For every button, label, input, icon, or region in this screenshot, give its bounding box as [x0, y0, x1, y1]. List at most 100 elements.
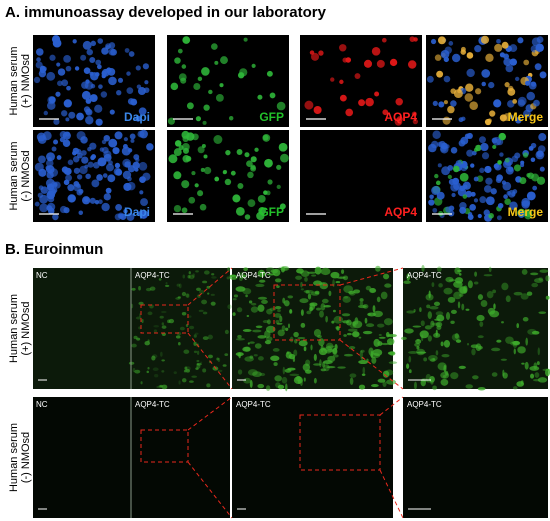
cell — [396, 116, 403, 123]
cell — [465, 190, 473, 198]
cell — [470, 163, 475, 168]
cell — [207, 292, 210, 295]
cell — [452, 53, 461, 63]
cell — [270, 269, 278, 274]
section-title: B. Euroinmun — [5, 241, 103, 258]
cell — [466, 342, 470, 346]
cell — [199, 289, 205, 295]
cell — [538, 277, 543, 281]
cell — [537, 377, 548, 383]
cell — [262, 134, 271, 142]
cell — [188, 315, 192, 318]
cell — [82, 40, 92, 50]
cell — [526, 173, 531, 178]
cell — [276, 101, 286, 111]
cell — [332, 354, 339, 358]
cell — [45, 165, 51, 171]
cell — [103, 193, 111, 201]
cell — [325, 315, 328, 323]
cell — [371, 47, 381, 56]
cell — [440, 378, 449, 386]
cell — [307, 271, 317, 274]
cell — [227, 266, 230, 272]
cell — [438, 101, 445, 108]
cell — [306, 310, 312, 315]
cell — [473, 281, 479, 285]
cell — [287, 295, 294, 299]
cell — [512, 99, 518, 104]
cell — [115, 168, 123, 176]
cell — [514, 76, 520, 82]
cell — [442, 375, 447, 378]
cell — [243, 37, 248, 42]
cell — [78, 188, 84, 194]
cell — [481, 152, 490, 160]
cell — [193, 334, 197, 338]
cell — [266, 70, 273, 77]
micrograph — [229, 265, 398, 392]
cell — [210, 293, 215, 296]
cell — [454, 333, 459, 339]
cell — [368, 313, 371, 316]
cell — [522, 152, 529, 158]
cell — [73, 180, 80, 187]
cell — [230, 170, 236, 176]
cell — [266, 385, 271, 391]
cell — [364, 317, 368, 324]
cell — [256, 211, 265, 221]
cell — [492, 289, 497, 294]
cell — [450, 182, 460, 192]
cell — [153, 325, 160, 328]
cell — [320, 344, 324, 353]
cell — [299, 271, 303, 275]
section-title: A. immunoassay developed in our laborato… — [5, 4, 327, 21]
cell — [376, 59, 385, 68]
cell — [319, 359, 322, 368]
cell — [382, 370, 390, 378]
cell — [68, 111, 76, 119]
cell — [276, 184, 281, 189]
cell — [197, 76, 203, 82]
cell — [210, 301, 216, 306]
cell — [252, 371, 262, 378]
cell — [445, 276, 454, 283]
cell — [389, 58, 398, 67]
cell — [101, 139, 107, 145]
cell — [191, 170, 196, 176]
cell — [303, 377, 306, 382]
cell — [358, 336, 362, 339]
cell — [535, 150, 545, 160]
cell — [354, 73, 361, 79]
cell — [479, 167, 485, 174]
cell — [228, 115, 234, 121]
cell — [346, 332, 352, 336]
cell — [147, 366, 150, 370]
cell — [143, 87, 150, 94]
cell — [170, 82, 179, 91]
cell — [196, 362, 202, 366]
cell — [461, 303, 465, 311]
cell — [533, 362, 538, 370]
cell — [381, 37, 387, 43]
cell — [452, 165, 460, 173]
cell — [331, 320, 335, 324]
cell — [197, 146, 205, 154]
cell — [254, 147, 259, 152]
cell — [257, 356, 264, 361]
cell — [257, 296, 268, 300]
panel-label: Merge — [508, 110, 544, 124]
cell — [416, 351, 427, 354]
cell — [458, 286, 467, 294]
image-background — [232, 268, 393, 389]
cell — [450, 147, 458, 154]
panel-label: AQP4-TC — [135, 271, 170, 280]
cell — [517, 37, 524, 44]
cell — [139, 129, 148, 139]
cell — [288, 353, 296, 360]
panel-label: NC — [36, 271, 48, 280]
cell — [101, 47, 109, 55]
cell — [178, 341, 181, 346]
cell — [521, 197, 531, 207]
cell — [477, 294, 484, 300]
cell — [159, 315, 164, 319]
